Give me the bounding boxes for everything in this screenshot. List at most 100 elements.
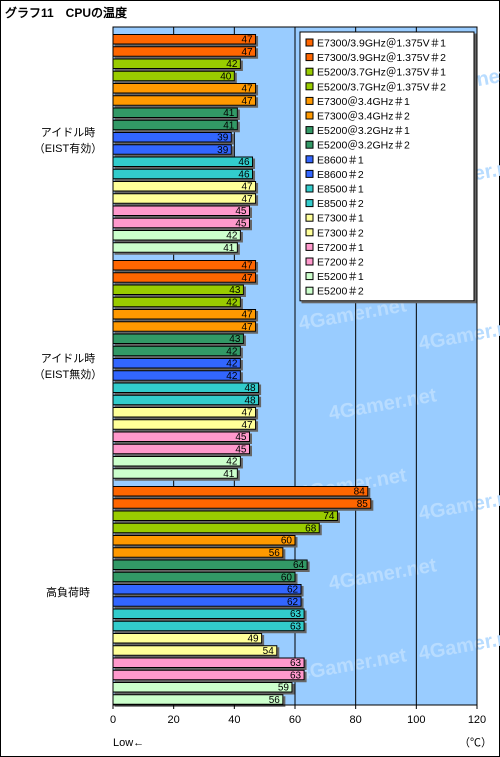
bar <box>112 486 369 497</box>
bar <box>112 46 257 57</box>
legend-label: E7300＃2 <box>317 227 364 239</box>
legend-swatch <box>305 126 314 135</box>
x-axis-unit: （℃） <box>459 736 492 749</box>
data-label: 43 <box>229 334 241 345</box>
bar <box>112 419 257 430</box>
x-tick-label: 120 <box>468 714 486 726</box>
bar <box>112 284 244 295</box>
data-label: 62 <box>287 597 299 608</box>
bar <box>112 345 241 357</box>
bar <box>112 217 250 229</box>
bar <box>112 144 232 155</box>
x-tick-label: 100 <box>407 714 425 726</box>
legend-swatch <box>305 111 314 120</box>
data-label: 63 <box>290 609 302 620</box>
bar <box>112 498 372 509</box>
data-label: 54 <box>263 646 275 657</box>
bar <box>112 132 232 143</box>
legend-swatch <box>305 199 314 208</box>
data-label: 47 <box>241 84 253 95</box>
bar <box>112 443 250 455</box>
legend-swatch <box>305 272 314 281</box>
bar <box>112 456 241 467</box>
data-label: 48 <box>244 383 256 394</box>
bar <box>112 119 238 131</box>
x-tick-label: 40 <box>228 714 240 726</box>
legend-label: E8600＃2 <box>317 169 364 181</box>
data-label: 45 <box>235 432 247 443</box>
data-label: 60 <box>281 536 293 547</box>
legend-label: E7300＠3.4GHz＃1 <box>317 96 410 108</box>
bar <box>112 156 254 167</box>
data-label: 47 <box>241 408 253 419</box>
x-axis-note: Low← <box>113 737 144 749</box>
legend-swatch <box>305 184 314 193</box>
legend-label: E8500＃2 <box>317 198 364 210</box>
data-label: 41 <box>223 108 235 119</box>
legend-swatch <box>305 140 314 149</box>
data-label: 46 <box>238 157 250 168</box>
bar <box>112 547 284 558</box>
data-label: 64 <box>293 560 305 571</box>
legend-swatch <box>305 213 314 222</box>
x-tick-label: 60 <box>289 714 301 726</box>
legend-swatch <box>305 169 314 178</box>
data-label: 59 <box>278 683 290 694</box>
bar <box>112 657 305 668</box>
data-label: 46 <box>238 169 250 180</box>
bar <box>112 309 257 320</box>
bar <box>112 394 260 406</box>
data-label: 41 <box>223 469 235 480</box>
legend-label: E7200＃1 <box>317 242 364 254</box>
data-label: 47 <box>241 273 253 284</box>
bar <box>112 205 250 216</box>
category-label: 高負荷時 <box>46 585 90 599</box>
legend-label: E7200＃2 <box>317 257 364 269</box>
data-label: 62 <box>287 585 299 596</box>
data-label: 85 <box>357 499 369 510</box>
legend-swatch <box>305 96 314 105</box>
category-label: アイドル時 <box>41 352 95 365</box>
bar <box>112 230 241 241</box>
legend-label: E7300/3.9GHz＠1.375V＃1 <box>317 38 446 50</box>
bar <box>112 468 238 479</box>
data-label: 56 <box>269 548 281 559</box>
legend-swatch <box>305 67 314 76</box>
legend-label: E5200＃1 <box>317 271 364 283</box>
data-label: 47 <box>241 96 253 107</box>
data-label: 39 <box>217 145 229 156</box>
bar <box>112 608 305 619</box>
category-label: （EIST有効） <box>34 141 102 155</box>
bar <box>112 296 241 308</box>
data-label: 42 <box>226 346 238 357</box>
category-label: （EIST無効） <box>34 367 102 381</box>
bar <box>112 584 302 595</box>
bar <box>112 272 257 283</box>
data-label: 47 <box>241 322 253 333</box>
bar <box>112 58 241 69</box>
legend-label: E5200/3.7GHz＠1.375V＃1 <box>317 67 446 79</box>
legend-label: E7300/3.9GHz＠1.375V＃2 <box>317 52 446 64</box>
data-label: 74 <box>323 511 335 522</box>
data-label: 45 <box>235 444 247 455</box>
legend-swatch <box>305 82 314 91</box>
bar <box>112 193 257 204</box>
legend-swatch <box>305 228 314 237</box>
bar <box>112 620 305 632</box>
legend-label: E8500＃1 <box>317 184 364 196</box>
bar <box>112 535 296 546</box>
bar <box>112 407 257 418</box>
data-label: 43 <box>229 285 241 296</box>
x-tick-label: 80 <box>350 714 362 726</box>
bar <box>112 333 244 344</box>
data-label: 47 <box>241 194 253 205</box>
bar <box>112 669 305 681</box>
legend-label: E5200＠3.2GHz＃2 <box>317 140 410 152</box>
data-label: 45 <box>235 206 247 217</box>
data-label: 47 <box>241 182 253 193</box>
bar <box>112 370 241 381</box>
data-label: 60 <box>281 572 293 583</box>
bar <box>112 645 278 656</box>
data-label: 42 <box>226 371 238 382</box>
